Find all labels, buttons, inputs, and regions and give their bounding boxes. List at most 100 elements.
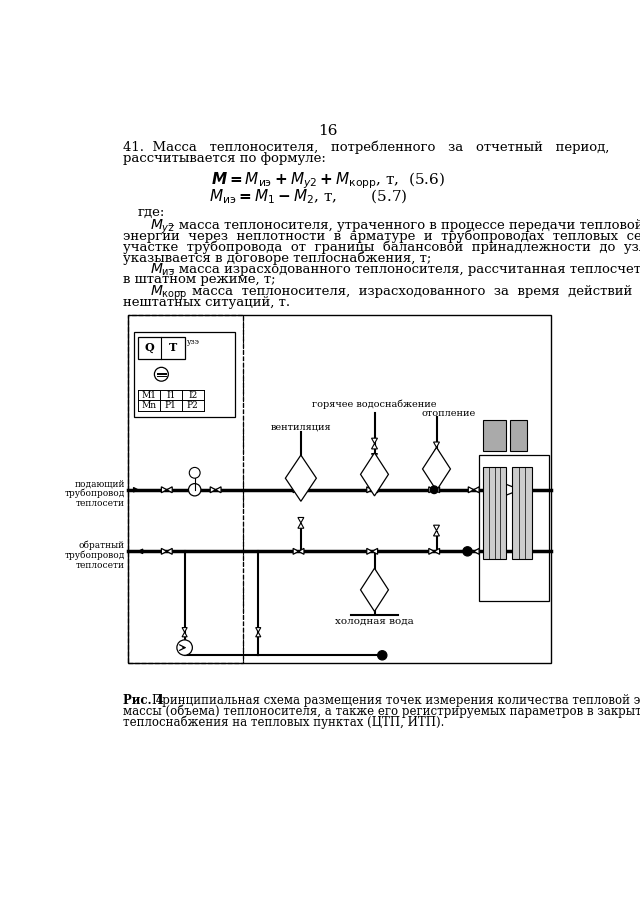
- Bar: [138, 337, 184, 359]
- Text: теплосети: теплосети: [76, 561, 125, 570]
- Circle shape: [463, 547, 472, 556]
- Text: I1: I1: [166, 391, 175, 399]
- Text: массы (объема) теплоносителя, а также его регистрируемых параметров в закрытых с: массы (объема) теплоносителя, а также ег…: [123, 705, 640, 718]
- Circle shape: [177, 640, 193, 655]
- Polygon shape: [367, 548, 372, 555]
- Polygon shape: [210, 487, 216, 492]
- Polygon shape: [422, 447, 451, 491]
- Polygon shape: [433, 530, 440, 536]
- Polygon shape: [138, 549, 143, 554]
- Circle shape: [154, 367, 168, 381]
- Text: где:: где:: [138, 206, 166, 219]
- Polygon shape: [298, 467, 304, 472]
- Text: в штатном режиме, т;: в штатном режиме, т;: [123, 273, 275, 286]
- Text: вентиляция: вентиляция: [271, 423, 331, 432]
- Text: – масса теплоносителя, утраченного в процессе передачи тепловой: – масса теплоносителя, утраченного в про…: [168, 219, 640, 232]
- Polygon shape: [134, 488, 138, 492]
- Text: трубопровод: трубопровод: [65, 550, 125, 560]
- Text: M1: M1: [141, 391, 156, 399]
- Text: горячее водоснабжение: горячее водоснабжение: [312, 400, 436, 409]
- Polygon shape: [433, 525, 440, 530]
- Polygon shape: [371, 588, 378, 594]
- Text: P1: P1: [164, 401, 177, 410]
- Polygon shape: [182, 633, 187, 637]
- Polygon shape: [434, 548, 440, 555]
- Polygon shape: [167, 487, 172, 492]
- Polygon shape: [161, 487, 167, 492]
- Polygon shape: [433, 447, 440, 452]
- Polygon shape: [429, 548, 434, 555]
- Text: I2: I2: [188, 391, 197, 399]
- Text: $\boldsymbol{M_{\rm иэ} = M_1 - M_2}$, т,       (5.7): $\boldsymbol{M_{\rm иэ} = M_1 - M_2}$, т…: [209, 188, 408, 206]
- Polygon shape: [371, 573, 378, 578]
- Text: P2: P2: [187, 401, 198, 410]
- Polygon shape: [285, 455, 316, 501]
- Text: теплосети: теплосети: [76, 500, 125, 508]
- Text: трубопровод: трубопровод: [65, 489, 125, 499]
- Text: участке  трубопровода  от  границы  балансовой  принадлежности  до  узла  учета,: участке трубопровода от границы балансов…: [123, 240, 640, 253]
- Text: подающий: подающий: [74, 479, 125, 488]
- Circle shape: [430, 486, 438, 493]
- Polygon shape: [298, 518, 304, 523]
- Text: энергии  через  неплотности  в  арматуре  и  трубопроводах  тепловых  сетей  на: энергии через неплотности в арматуре и т…: [123, 230, 640, 243]
- Polygon shape: [468, 487, 474, 492]
- Text: Q: Q: [145, 342, 155, 353]
- Polygon shape: [298, 548, 304, 555]
- Polygon shape: [360, 452, 388, 496]
- Polygon shape: [506, 484, 520, 495]
- Polygon shape: [372, 548, 378, 555]
- Polygon shape: [298, 523, 304, 529]
- Polygon shape: [371, 438, 378, 443]
- Polygon shape: [371, 578, 378, 584]
- Polygon shape: [371, 453, 378, 459]
- Circle shape: [378, 651, 387, 660]
- Polygon shape: [256, 633, 261, 637]
- Polygon shape: [429, 487, 434, 492]
- Polygon shape: [474, 487, 479, 492]
- Polygon shape: [216, 487, 221, 492]
- Polygon shape: [360, 568, 388, 612]
- Polygon shape: [367, 487, 372, 492]
- Polygon shape: [434, 487, 440, 492]
- Bar: [128, 315, 551, 663]
- Bar: [134, 332, 235, 416]
- Text: обратный: обратный: [79, 540, 125, 550]
- Polygon shape: [468, 548, 474, 555]
- Text: Рис. 4: Рис. 4: [123, 694, 163, 707]
- Polygon shape: [161, 548, 167, 555]
- Polygon shape: [298, 487, 304, 492]
- Text: Mn: Mn: [141, 401, 157, 410]
- Text: $\boldsymbol{M_{\rm иэ}}$: $\boldsymbol{M_{\rm иэ}}$: [150, 262, 175, 278]
- Text: T: T: [169, 342, 177, 353]
- Polygon shape: [371, 443, 378, 449]
- Text: холодная вода: холодная вода: [335, 617, 414, 625]
- Bar: [483, 421, 506, 452]
- Text: – масса израсходованного теплоносителя, рассчитанная теплосчетчиком: – масса израсходованного теплоносителя, …: [168, 262, 640, 276]
- Polygon shape: [371, 459, 378, 464]
- Circle shape: [189, 467, 200, 478]
- Polygon shape: [433, 442, 440, 447]
- Polygon shape: [293, 487, 298, 492]
- Text: 41.  Масса   теплоносителя,   потребленного   за   отчетный   период,: 41. Масса теплоносителя, потребленного з…: [123, 141, 609, 155]
- Bar: [479, 455, 549, 602]
- Text: отопление: отопление: [421, 409, 476, 418]
- Polygon shape: [293, 548, 298, 555]
- Polygon shape: [298, 462, 304, 467]
- Circle shape: [189, 483, 201, 496]
- Polygon shape: [474, 548, 479, 555]
- Polygon shape: [167, 548, 172, 555]
- Bar: [128, 315, 243, 663]
- Polygon shape: [372, 487, 378, 492]
- Polygon shape: [371, 594, 378, 599]
- Text: $\boldsymbol{M_{y2}}$: $\boldsymbol{M_{y2}}$: [150, 218, 175, 236]
- Polygon shape: [256, 627, 261, 633]
- Text: теплоснабжения на тепловых пунктах (ЦТП, ИТП).: теплоснабжения на тепловых пунктах (ЦТП,…: [123, 715, 444, 729]
- Bar: [510, 421, 527, 452]
- Text: Принципиальная схема размещения точек измерения количества тепловой энергии и: Принципиальная схема размещения точек из…: [152, 694, 640, 707]
- Text: нештатных ситуаций, т.: нештатных ситуаций, т.: [123, 296, 290, 309]
- Polygon shape: [182, 627, 187, 633]
- Text: –  масса  теплоносителя,  израсходованного  за  время  действий: – масса теплоносителя, израсходованного …: [177, 285, 632, 298]
- Bar: [513, 467, 532, 559]
- Text: $\boldsymbol{M_{\rm корр}}$: $\boldsymbol{M_{\rm корр}}$: [150, 284, 188, 302]
- Text: рассчитывается по формуле:: рассчитывается по формуле:: [123, 152, 326, 165]
